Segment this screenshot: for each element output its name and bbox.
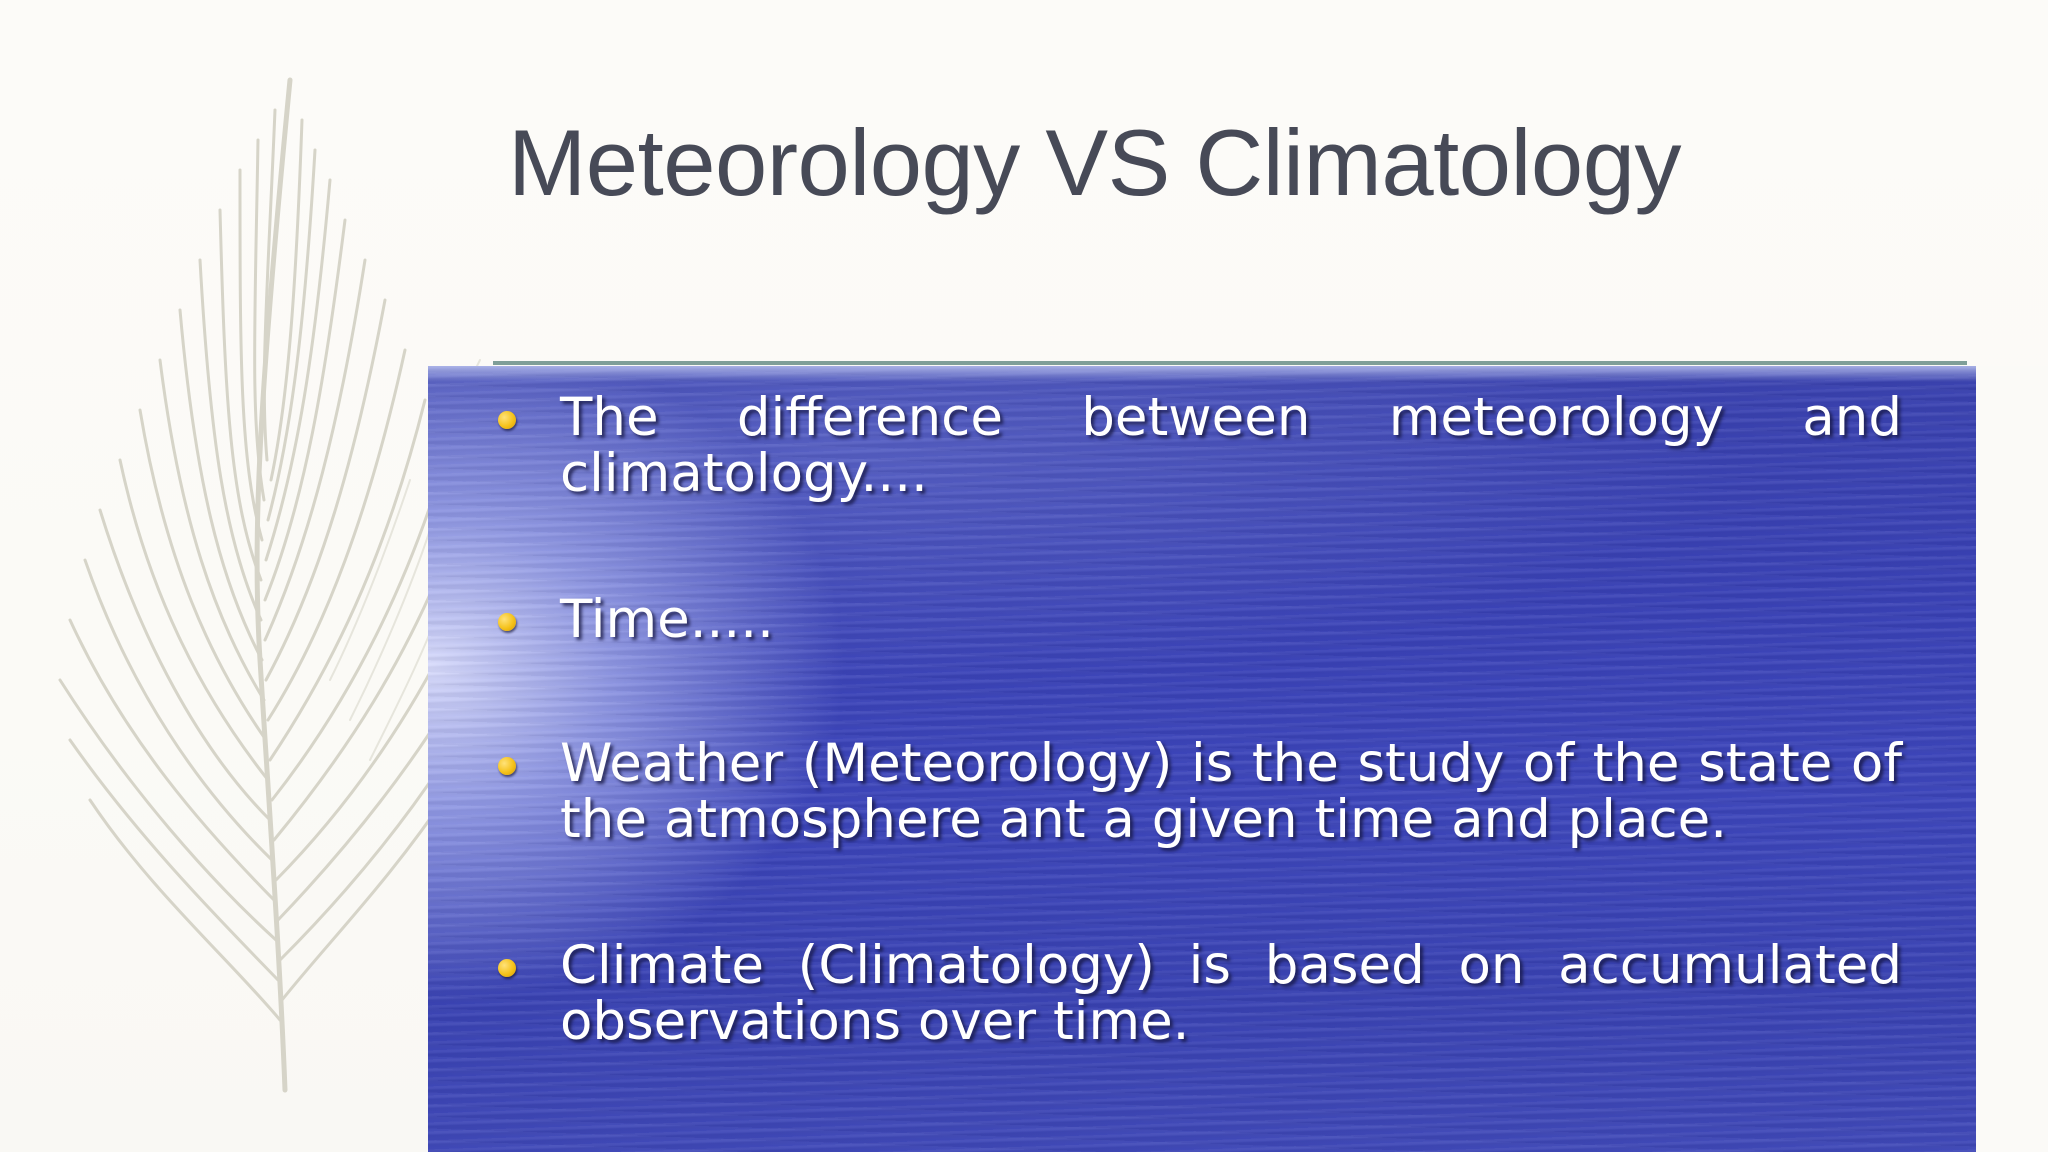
bullet-dot-icon [498,959,516,977]
bullet-dot-icon [498,411,516,429]
bullet-text: Time..... [560,589,774,650]
bullet-item: Weather (Meteorology) is the study of th… [498,733,1902,850]
content-panel: The difference between meteorology and c… [428,366,1976,1152]
bullet-text: The difference between meteorology and c… [560,387,1902,504]
water-texture [428,366,1976,1152]
bullet-dot-icon [498,757,516,775]
slide-title: Meteorology VS Climatology [508,110,1681,215]
title-divider [493,361,1967,365]
feather-icon [58,77,486,1093]
bullet-item: The difference between meteorology and c… [498,387,1902,504]
bullet-item: Time..... [498,589,1902,650]
bullet-item: Climate (Climatology) is based on accumu… [498,935,1902,1052]
bullet-text: Climate (Climatology) is based on accumu… [560,935,1902,1052]
bullet-text: Weather (Meteorology) is the study of th… [560,733,1902,850]
panel-top-highlight [428,366,1976,382]
slide-right-margin [1976,366,2048,1152]
bullet-dot-icon [498,613,516,631]
